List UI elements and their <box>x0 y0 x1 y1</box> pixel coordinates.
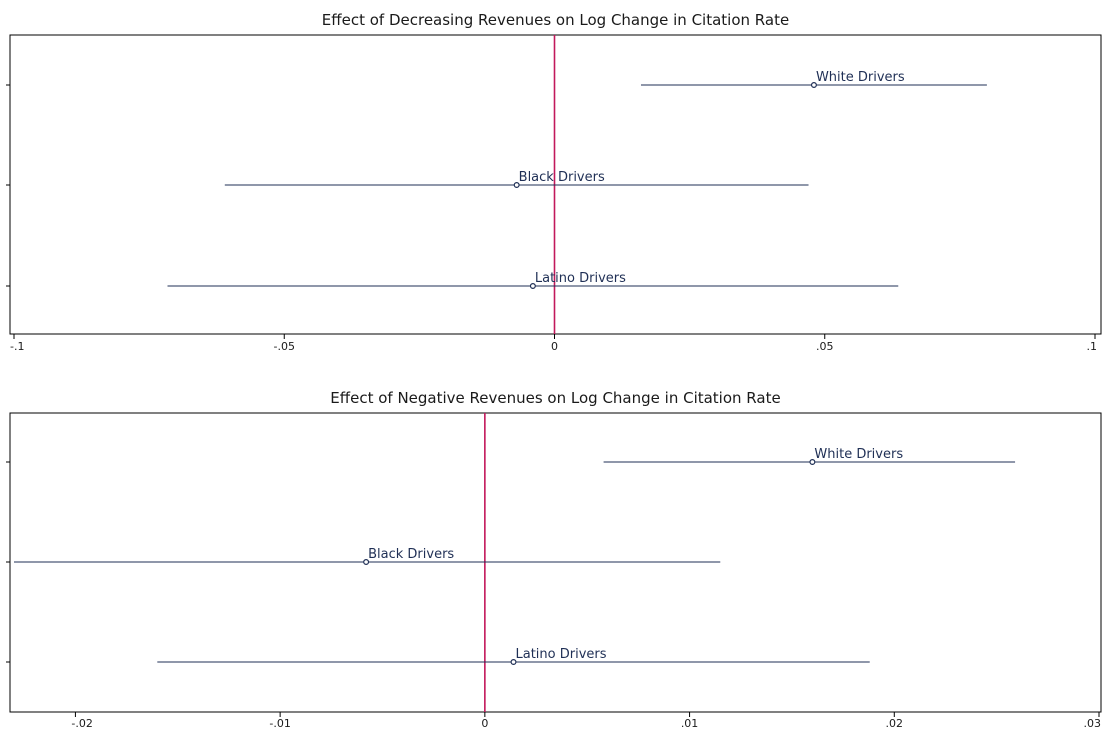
point-estimate-latino-drivers <box>510 658 517 665</box>
series-label-latino-drivers: Latino Drivers <box>535 271 626 286</box>
x-tick-label: -.02 <box>71 717 92 730</box>
point-estimate-white-drivers <box>810 81 817 88</box>
point-estimate-white-drivers <box>809 459 816 466</box>
point-estimate-black-drivers <box>513 182 520 189</box>
x-tick-label: -.1 <box>10 340 24 353</box>
chart-panel-1: Effect of Decreasing Revenues on Log Cha… <box>6 11 1102 353</box>
series-label-latino-drivers: Latino Drivers <box>516 647 607 662</box>
x-tick-label: .01 <box>681 717 699 730</box>
chart-title: Effect of Decreasing Revenues on Log Cha… <box>322 11 789 29</box>
series-label-black-drivers: Black Drivers <box>519 170 605 185</box>
point-estimate-latino-drivers <box>529 283 536 290</box>
point-estimate-black-drivers <box>363 558 370 565</box>
x-tick-label: .03 <box>1084 717 1102 730</box>
x-tick-label: -.05 <box>274 340 295 353</box>
x-tick-label: 0 <box>481 717 488 730</box>
series-label-white-drivers: White Drivers <box>816 70 905 85</box>
x-tick-label: .02 <box>886 717 904 730</box>
series-label-white-drivers: White Drivers <box>814 447 903 462</box>
chart-panel-2: Effect of Negative Revenues on Log Chang… <box>6 389 1102 730</box>
x-tick-label: .1 <box>1087 340 1098 353</box>
chart-title: Effect of Negative Revenues on Log Chang… <box>330 389 780 407</box>
x-tick-label: -.01 <box>269 717 290 730</box>
x-tick-label: 0 <box>551 340 558 353</box>
x-tick-label: .05 <box>816 340 834 353</box>
series-label-black-drivers: Black Drivers <box>368 547 454 562</box>
